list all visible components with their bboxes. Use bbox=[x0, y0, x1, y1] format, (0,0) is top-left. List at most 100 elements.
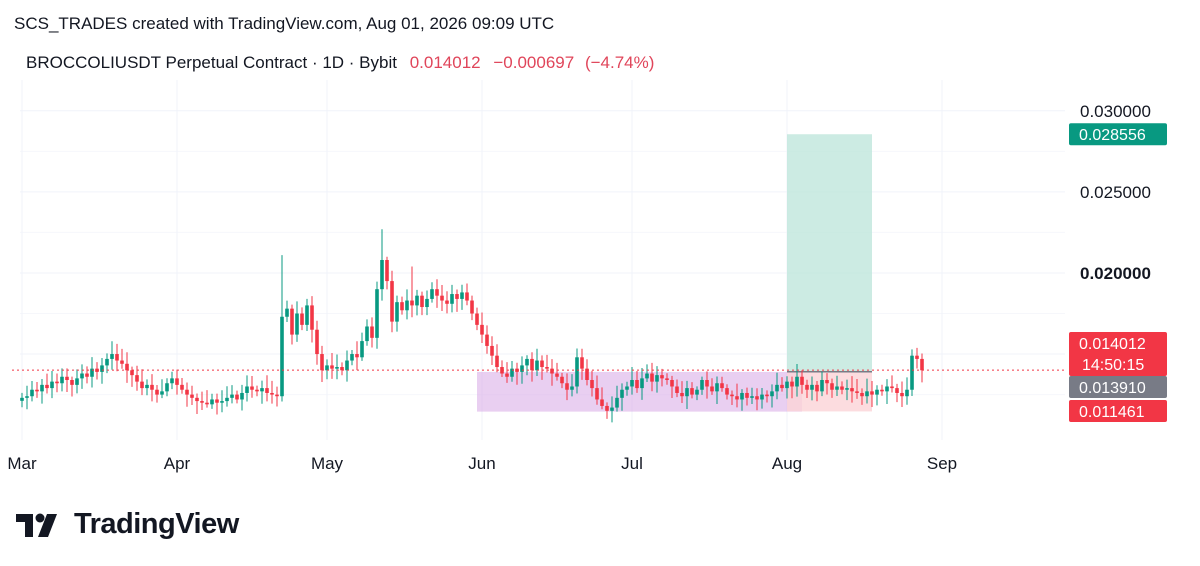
last-price: 0.014012 bbox=[409, 53, 481, 72]
candle-body bbox=[590, 380, 594, 389]
candle-body bbox=[750, 396, 754, 398]
candle-body bbox=[230, 394, 234, 398]
candle-body bbox=[910, 355, 914, 390]
candle-body bbox=[665, 378, 669, 380]
candle-body bbox=[75, 378, 79, 385]
candle-body bbox=[120, 360, 124, 364]
candle-body bbox=[610, 407, 614, 411]
candle-body bbox=[205, 402, 209, 405]
candle-body bbox=[725, 388, 729, 395]
candle-body bbox=[775, 384, 779, 392]
candle-body bbox=[90, 368, 94, 377]
candle-body bbox=[155, 389, 159, 395]
candle-body bbox=[840, 386, 844, 390]
candle-body bbox=[635, 380, 639, 389]
candle-body bbox=[460, 292, 464, 299]
candle-body bbox=[200, 401, 204, 403]
candle-body bbox=[310, 305, 314, 330]
candle-body bbox=[290, 308, 294, 335]
y-tick-label: 0.025000 bbox=[1080, 183, 1151, 202]
candle-body bbox=[270, 392, 274, 395]
candle-body bbox=[160, 391, 164, 395]
y-tick-label: 0.030000 bbox=[1080, 102, 1151, 121]
x-tick-label: Jun bbox=[468, 454, 495, 473]
candle-body bbox=[655, 375, 659, 382]
candle-body bbox=[650, 373, 654, 382]
drawing-layer bbox=[477, 134, 872, 412]
candle-body bbox=[510, 368, 514, 377]
candle-body bbox=[340, 367, 344, 371]
candle-body bbox=[165, 383, 169, 392]
candle-body bbox=[920, 358, 924, 371]
candle-body bbox=[880, 389, 884, 392]
candle-body bbox=[445, 300, 449, 304]
price-tag bbox=[1069, 400, 1167, 422]
candle-body bbox=[35, 389, 39, 392]
candle-body bbox=[285, 308, 289, 317]
candle-body bbox=[480, 324, 484, 335]
symbol-legend: BROCCOLIUSDT Perpetual Contract · 1D · B… bbox=[26, 53, 654, 73]
candle-body bbox=[690, 388, 694, 395]
candle-body bbox=[825, 380, 829, 384]
candle-body bbox=[345, 360, 349, 371]
candle-body bbox=[730, 394, 734, 397]
candle-body bbox=[415, 295, 419, 306]
tradingview-logo-icon bbox=[16, 513, 57, 537]
candle-body bbox=[530, 358, 534, 371]
price-change-percent: (−4.74%) bbox=[584, 53, 655, 72]
candle-body bbox=[180, 384, 184, 390]
price-tags: 0.028556 0.014012 14:50:15 0.013910 0.011461 bbox=[1069, 123, 1167, 422]
candle-body bbox=[620, 389, 624, 398]
candle-body bbox=[680, 392, 684, 397]
candle-body bbox=[570, 386, 574, 390]
candle-body bbox=[895, 388, 899, 393]
candle-body bbox=[575, 357, 579, 387]
candle-body bbox=[630, 380, 634, 387]
candle-body bbox=[755, 396, 759, 400]
candle-body bbox=[835, 386, 839, 390]
range-box bbox=[477, 371, 802, 412]
candle-body bbox=[20, 397, 24, 401]
candle-body bbox=[135, 375, 139, 382]
candle-body bbox=[580, 357, 584, 369]
candle-body bbox=[600, 399, 604, 406]
candle-body bbox=[25, 396, 29, 398]
candle-body bbox=[555, 373, 559, 377]
candle-body bbox=[595, 388, 599, 400]
candle-body bbox=[370, 326, 374, 338]
candle-body bbox=[280, 316, 284, 397]
candle-body bbox=[615, 397, 619, 408]
candle-body bbox=[435, 289, 439, 296]
candle-body bbox=[365, 326, 369, 342]
candle-body bbox=[790, 381, 794, 387]
candles-layer bbox=[20, 229, 924, 423]
candle-body bbox=[770, 391, 774, 397]
candle-body bbox=[850, 388, 854, 392]
stop-zone bbox=[787, 371, 872, 412]
candle-body bbox=[260, 388, 264, 392]
candle-body bbox=[220, 401, 224, 403]
candle-body bbox=[550, 368, 554, 374]
y-tick-label: 0.020000 bbox=[1080, 264, 1151, 283]
candle-body bbox=[660, 375, 664, 379]
candle-body bbox=[815, 384, 819, 392]
candle-body bbox=[100, 365, 104, 372]
candle-body bbox=[905, 389, 909, 397]
candle-body bbox=[240, 392, 244, 400]
candle-body bbox=[225, 397, 229, 402]
candle-body bbox=[325, 365, 329, 371]
candle-body bbox=[625, 386, 629, 390]
tradingview-logo[interactable]: TradingView bbox=[16, 508, 239, 541]
candle-body bbox=[70, 380, 74, 385]
candle-body bbox=[685, 388, 689, 397]
candle-body bbox=[385, 260, 389, 282]
candle-body bbox=[785, 381, 789, 389]
candle-body bbox=[350, 354, 354, 361]
candle-body bbox=[640, 378, 644, 389]
candle-body bbox=[195, 397, 199, 402]
candle-body bbox=[305, 305, 309, 325]
candle-body bbox=[805, 384, 809, 390]
candle-body bbox=[495, 355, 499, 368]
candle-body bbox=[830, 383, 834, 390]
